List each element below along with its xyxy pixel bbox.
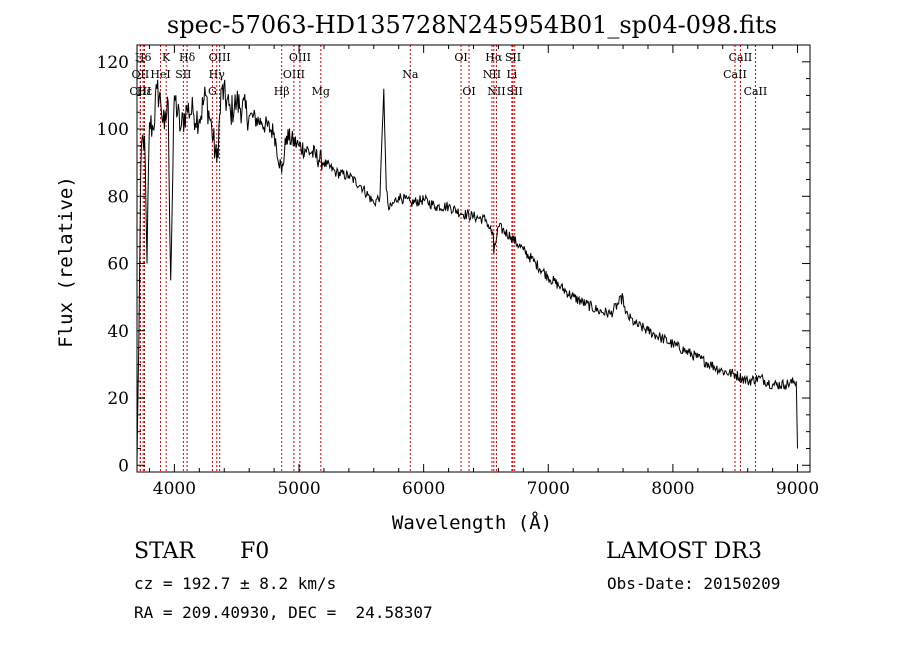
object-class: STAR xyxy=(134,539,195,564)
emission-line-label: K xyxy=(162,51,171,64)
emission-line-label: OIII xyxy=(289,51,311,64)
survey-name: LAMOST DR3 xyxy=(606,539,762,564)
coordinates: RA = 209.40930, DEC = 24.58307 xyxy=(134,603,433,622)
emission-line-label: Mg xyxy=(312,85,330,98)
x-tick-label: 9000 xyxy=(776,479,819,499)
emission-line-label: OI xyxy=(454,51,467,64)
y-tick-label: 20 xyxy=(107,389,129,409)
emission-line-label: NII xyxy=(487,85,505,98)
emission-line-label: Hδ xyxy=(179,51,196,64)
redshift-cz: cz = 192.7 ± 8.2 km/s xyxy=(134,574,337,593)
y-tick-label: 40 xyxy=(107,322,129,342)
emission-line-label: G xyxy=(208,85,217,98)
y-tick-label: 120 xyxy=(97,53,129,73)
emission-line-label: OI xyxy=(462,85,475,98)
x-axis-label: Wavelength (Å) xyxy=(392,511,552,534)
x-tick-label: 5000 xyxy=(277,479,320,499)
spectral-subclass: F0 xyxy=(240,539,270,564)
emission-line-label: OIII xyxy=(283,68,305,81)
chart-title: spec-57063-HD135728N245954B01_sp04-098.f… xyxy=(167,11,777,39)
emission-line-label: OII xyxy=(132,68,150,81)
spectrum-series-line xyxy=(136,79,798,466)
emission-line-label: Hγ xyxy=(209,68,226,81)
emission-line-label: H6 xyxy=(135,51,152,64)
y-tick-label: 60 xyxy=(107,255,129,275)
emission-line-label: SII xyxy=(175,68,191,81)
emission-line-label: SII xyxy=(507,85,523,98)
emission-line-label: OIII xyxy=(209,51,231,64)
x-tick-label: 6000 xyxy=(402,479,445,499)
emission-line-label: Hε xyxy=(137,85,153,98)
y-axis-ticks: 0 20 40 60 80 100 120 xyxy=(97,53,810,476)
emission-line-label: SII xyxy=(505,51,521,64)
y-axis-label: Flux (relative) xyxy=(55,176,77,348)
emission-line-label: CaII xyxy=(723,68,747,81)
x-tick-label: 8000 xyxy=(651,479,694,499)
y-tick-label: 100 xyxy=(97,120,129,140)
emission-line-markers xyxy=(139,45,756,472)
x-tick-label: 7000 xyxy=(527,479,570,499)
emission-line-label: CaII xyxy=(744,85,768,98)
emission-line-label: Na xyxy=(402,68,419,81)
emission-line-label: Hα xyxy=(485,51,503,64)
emission-line-label: Hβ xyxy=(274,85,290,98)
emission-line-label: OIII xyxy=(129,85,151,98)
emission-line-label: HeI xyxy=(150,68,170,81)
emission-line-label: NII xyxy=(483,68,501,81)
emission-line-label: CaII xyxy=(729,51,753,64)
emission-line-label: Li xyxy=(506,68,517,81)
observation-date: Obs-Date: 20150209 xyxy=(607,574,781,593)
x-axis-ticks: 4000 5000 6000 7000 8000 9000 xyxy=(148,45,819,499)
y-tick-label: 0 xyxy=(118,456,129,476)
x-tick-label: 4000 xyxy=(153,479,196,499)
y-tick-label: 80 xyxy=(107,187,129,207)
